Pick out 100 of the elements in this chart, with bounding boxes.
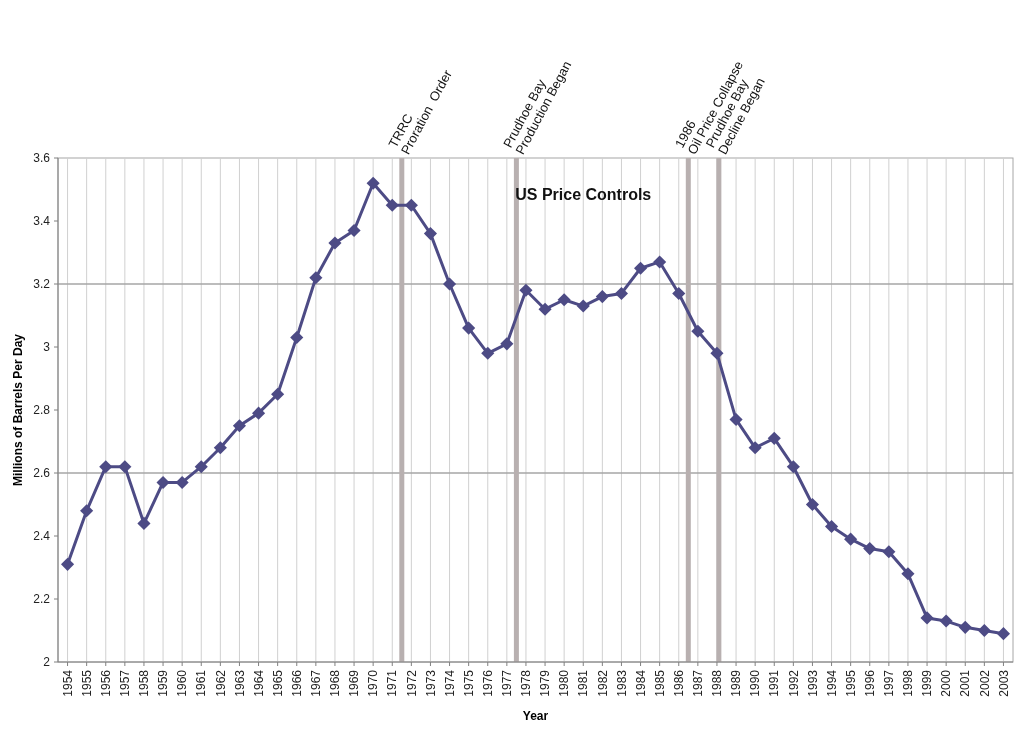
point	[251, 406, 266, 420]
point	[309, 271, 323, 285]
point	[213, 441, 227, 455]
x-tick-label: 1966	[289, 669, 304, 697]
point	[557, 293, 571, 307]
x-tick-label: 1973	[423, 669, 438, 697]
x-tick-label: 1964	[251, 669, 266, 697]
x-tick-label: 1963	[232, 669, 247, 697]
point	[595, 290, 609, 304]
point	[538, 302, 552, 316]
y-tick-label: 2.6	[33, 466, 51, 481]
point	[290, 330, 304, 345]
point	[691, 324, 705, 338]
x-tick-label: 1989	[729, 669, 744, 697]
point	[60, 557, 75, 571]
point	[385, 198, 399, 212]
x-axis-title: Year	[522, 709, 549, 723]
x-tick-label: 1997	[882, 669, 897, 697]
x-tick-label: 2001	[958, 669, 973, 697]
point	[404, 198, 418, 212]
x-tick-label: 1957	[118, 669, 133, 697]
point	[901, 567, 915, 581]
point	[633, 261, 648, 275]
point	[672, 286, 686, 301]
x-tick-label: 1998	[901, 669, 916, 697]
y-tick-label: 3	[43, 340, 51, 355]
y-tick-label: 3.2	[33, 277, 51, 292]
point	[500, 337, 514, 351]
x-tick-label: 1971	[385, 669, 400, 697]
x-tick-label: 1955	[79, 669, 94, 697]
x-tick-label: 1976	[480, 669, 495, 697]
point	[462, 321, 476, 335]
x-tick-label: 1954	[60, 669, 75, 697]
x-tick-label: 1972	[404, 669, 419, 697]
x-tick-label: 1992	[786, 669, 801, 697]
x-tick-label: 1962	[213, 669, 228, 697]
x-tick-label: 1985	[652, 669, 667, 697]
x-tick-label: 1996	[862, 669, 877, 697]
point	[920, 611, 934, 625]
y-tick-label: 2.8	[33, 403, 51, 418]
point	[767, 431, 781, 445]
point	[805, 497, 820, 512]
x-tick-label: 1990	[748, 669, 763, 697]
point	[882, 545, 896, 559]
x-tick-label: 1956	[98, 669, 113, 697]
point	[786, 460, 800, 474]
point	[977, 623, 991, 638]
x-tick-label: 1969	[347, 669, 362, 697]
x-tick-label: 1961	[194, 669, 209, 697]
x-tick-label: 1983	[614, 669, 629, 697]
x-tick-label: 1967	[309, 669, 324, 697]
annotation: US Price Controls	[515, 186, 652, 203]
point	[118, 460, 132, 474]
point	[99, 460, 113, 474]
point	[824, 519, 839, 534]
x-tick-label: 1981	[576, 669, 591, 697]
x-tick-label: 1975	[461, 669, 476, 697]
x-tick-label: 1958	[137, 669, 152, 697]
point	[366, 176, 380, 190]
x-tick-label: 1982	[595, 669, 610, 697]
x-tick-label: 1979	[538, 669, 553, 697]
point	[328, 236, 342, 250]
point	[271, 387, 285, 401]
point	[80, 504, 94, 518]
x-tick-label: 1960	[175, 669, 190, 697]
y-tick-label: 3.6	[33, 151, 51, 166]
point	[156, 475, 170, 490]
point	[137, 516, 151, 530]
y-tick-label: 2.4	[33, 529, 51, 544]
x-tick-label: 2003	[996, 669, 1011, 697]
x-tick-label: 1980	[557, 669, 572, 697]
y-tick-label: 2.2	[33, 592, 51, 607]
point	[710, 346, 724, 360]
x-tick-label: 2002	[977, 669, 992, 697]
x-tick-label: 1984	[633, 669, 648, 697]
point	[958, 620, 972, 634]
y-axis-title: Millions of Barrels Per Day	[11, 333, 25, 487]
x-tick-label: 1986	[671, 669, 686, 697]
x-tick-label: 1968	[328, 669, 343, 697]
point	[653, 255, 667, 269]
point	[614, 286, 629, 301]
x-tick-label: 1974	[442, 669, 457, 697]
point	[748, 441, 762, 455]
point	[996, 627, 1011, 641]
x-tick-label: 1987	[691, 669, 706, 697]
x-tick-label: 1995	[843, 669, 858, 697]
point	[844, 532, 858, 546]
x-tick-label: 1988	[710, 669, 725, 697]
point	[863, 542, 877, 556]
point	[423, 227, 438, 241]
x-tick-label: 2000	[939, 669, 954, 697]
point	[347, 223, 361, 238]
x-tick-label: 1994	[824, 669, 839, 697]
x-tick-label: 1999	[920, 669, 935, 697]
point	[232, 419, 247, 433]
point	[939, 614, 953, 628]
point	[481, 346, 495, 360]
point	[519, 283, 533, 297]
point	[442, 277, 457, 291]
x-tick-label: 1970	[366, 669, 381, 697]
